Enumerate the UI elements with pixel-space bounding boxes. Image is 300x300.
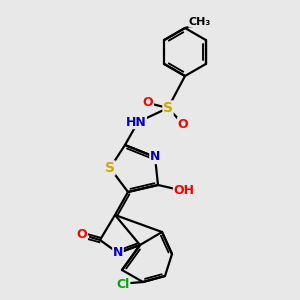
Text: S: S [105,161,115,175]
Text: O: O [77,229,87,242]
Text: Cl: Cl [116,278,130,292]
Text: HN: HN [126,116,146,128]
Text: OH: OH [173,184,194,196]
Text: N: N [113,247,123,260]
Text: S: S [163,101,173,115]
Text: O: O [143,97,153,110]
Text: N: N [150,151,160,164]
Text: CH₃: CH₃ [189,17,211,27]
Text: O: O [178,118,188,130]
